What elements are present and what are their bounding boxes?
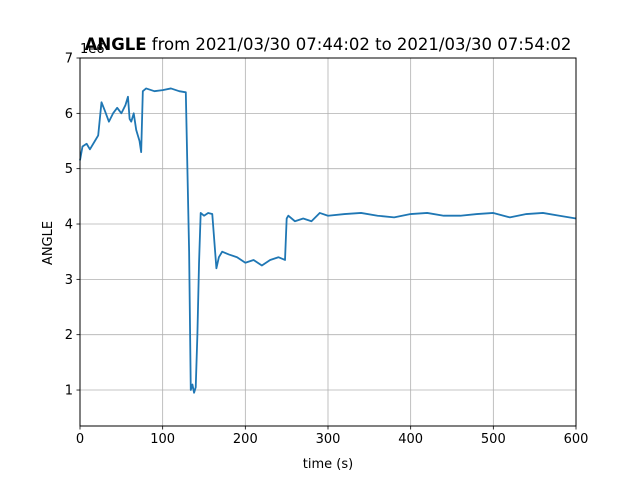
y-axis-label: ANGLE	[41, 221, 56, 265]
y-tick-label: 7	[65, 52, 73, 67]
y-tick-label: 1	[65, 384, 73, 399]
y-tick-label: 3	[65, 273, 73, 288]
chart-title-rest: from 2021/03/30 07:44:02 to 2021/03/30 0…	[147, 35, 572, 54]
y-tick-label: 5	[65, 162, 73, 177]
x-tick-label: 600	[564, 432, 589, 447]
chart-title-bold: ANGLE	[85, 35, 147, 54]
y-axis: 1 2 3 4 5 6 7	[65, 52, 80, 399]
y-tick-label: 6	[65, 107, 73, 122]
x-tick-label: 200	[233, 432, 258, 447]
y-tick-label: 4	[65, 218, 73, 233]
y-offset-label: 1e6	[80, 42, 105, 57]
x-axis-label: time (s)	[303, 457, 353, 472]
x-tick-label: 400	[398, 432, 423, 447]
series-layer	[79, 87, 577, 394]
chart-title: ANGLE from 2021/03/30 07:44:02 to 2021/0…	[85, 35, 572, 54]
x-tick-label: 300	[316, 432, 341, 447]
x-tick-label: 500	[481, 432, 506, 447]
y-tick-label: 2	[65, 328, 73, 343]
x-axis: 0 100 200 300 400 500 600	[76, 426, 589, 447]
series-line	[79, 87, 577, 394]
x-tick-label: 100	[150, 432, 175, 447]
grid	[79, 57, 577, 426]
x-tick-label: 0	[76, 432, 84, 447]
